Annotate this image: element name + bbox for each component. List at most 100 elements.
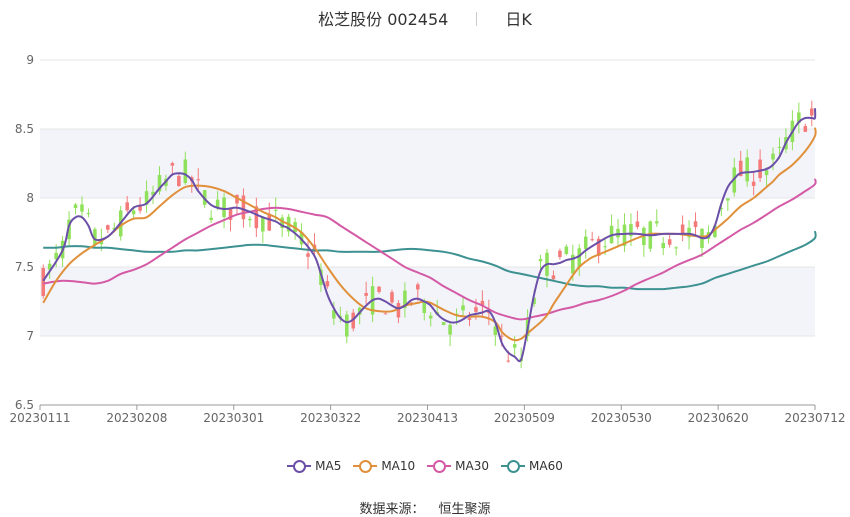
candle-body (532, 297, 536, 305)
candle-body (93, 229, 97, 245)
candle-body (273, 209, 278, 211)
candle-body (726, 198, 730, 201)
candle (332, 301, 336, 326)
candle-body (325, 281, 330, 287)
ma60-line (43, 230, 817, 291)
candle (616, 218, 620, 246)
x-axis: 20230111 20230208 20230301 20230322 20230413… (9, 404, 846, 425)
candle (635, 210, 640, 230)
candle-body (170, 163, 175, 166)
candle (364, 281, 368, 305)
x-tick-label: 20230322 (300, 411, 361, 425)
candle (222, 192, 226, 229)
candle (809, 100, 814, 127)
candle-body (499, 335, 504, 337)
candle (80, 196, 84, 219)
legend-label: MA5 (315, 459, 342, 473)
candle (144, 180, 149, 213)
candle (377, 286, 381, 294)
candle (461, 297, 465, 318)
candle-body (86, 213, 91, 215)
y-tick-label: 6.5 (15, 398, 34, 412)
candle (73, 202, 78, 215)
candle-body (73, 204, 78, 208)
legend-marker-icon (501, 459, 526, 473)
candle-body (144, 191, 149, 205)
legend-item-ma60[interactable]: MA60 (501, 459, 563, 473)
candle-body (622, 224, 627, 246)
candle-body (809, 108, 814, 116)
candle (344, 310, 349, 344)
candle-body (693, 221, 698, 228)
candle-body (106, 225, 110, 230)
candle (654, 209, 659, 227)
candle-body (654, 221, 659, 224)
candle-body (461, 305, 465, 311)
candle-body (448, 324, 452, 335)
y-axis: 6.5 7 7.5 8 8.5 9 (15, 53, 34, 412)
candle-body (138, 204, 142, 211)
period-label: 日K (505, 10, 532, 29)
y-tick-label: 7.5 (15, 260, 34, 274)
candle-body (99, 240, 104, 245)
candle-body (596, 238, 601, 256)
candle-body (551, 275, 556, 280)
candle-body (183, 159, 188, 184)
candle (403, 282, 407, 318)
candle (771, 147, 775, 171)
candle-body (280, 217, 284, 229)
candle-body (267, 213, 272, 231)
candle (564, 244, 569, 256)
candle-body (196, 179, 201, 181)
x-tick-label: 20230530 (591, 411, 652, 425)
ma-lines-group (42, 108, 817, 363)
candle (764, 167, 769, 187)
legend-item-ma10[interactable]: MA10 (353, 459, 415, 473)
candle (448, 321, 452, 347)
candle (551, 270, 556, 280)
candle (441, 322, 446, 326)
candle-body (403, 290, 407, 308)
candle (738, 150, 743, 177)
legend-label: MA60 (529, 459, 563, 473)
candle (622, 213, 627, 253)
legend-item-ma30[interactable]: MA30 (427, 459, 489, 473)
candle (797, 102, 801, 134)
candle-body (209, 217, 213, 221)
candle-body (629, 224, 633, 237)
legend-item-ma5[interactable]: MA5 (287, 459, 341, 473)
x-tick-label: 20230509 (494, 411, 555, 425)
candle (719, 205, 724, 217)
candle (693, 212, 698, 235)
candle-body (680, 224, 685, 235)
y-tick-label: 8 (26, 191, 34, 205)
legend-label: MA10 (381, 459, 416, 473)
candle (248, 216, 252, 228)
candle-body (493, 326, 498, 335)
candle-body (396, 303, 401, 318)
candle (125, 195, 129, 213)
candle-body (616, 228, 620, 238)
stock-title: 松芝股份 002454 (318, 10, 449, 29)
candle-body (603, 246, 607, 248)
candle-body (441, 322, 446, 326)
candle-body (564, 246, 569, 255)
candle (558, 248, 562, 260)
x-tick-label: 20230111 (9, 411, 70, 425)
candle (41, 264, 46, 299)
title-separator (476, 12, 478, 26)
candle (751, 172, 756, 196)
candle-body (222, 197, 226, 218)
candle-body (745, 157, 749, 182)
candle (86, 208, 91, 218)
x-tick-label: 20230413 (397, 411, 458, 425)
x-tick-label: 20230620 (688, 411, 749, 425)
y-tick-label: 9 (26, 53, 34, 67)
candle (803, 123, 808, 133)
candle-body (674, 247, 678, 249)
plot-bands (40, 129, 815, 336)
candle-body (803, 126, 808, 132)
candle (106, 224, 110, 234)
candle (661, 237, 666, 256)
candle (396, 300, 401, 324)
